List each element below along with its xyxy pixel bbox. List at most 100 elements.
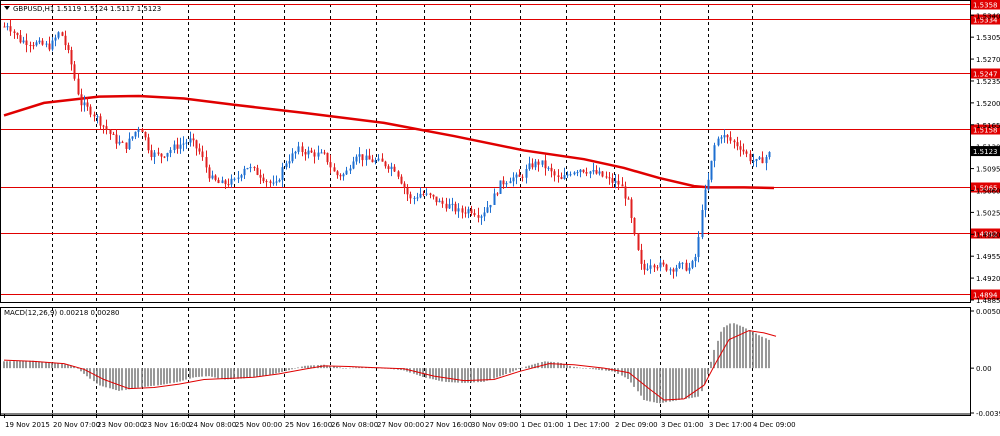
x-tick-label: 1 Dec 01:00 (521, 421, 564, 429)
candle-body (240, 175, 243, 178)
candle-body (576, 172, 579, 174)
candle-body (320, 152, 323, 154)
candle-body (179, 144, 182, 149)
candle-body (534, 161, 537, 168)
candle (720, 135, 723, 144)
macd-bar (262, 368, 264, 377)
candle (502, 176, 505, 189)
macd-bar (505, 368, 507, 375)
macd-bar (435, 368, 437, 380)
level-tag (971, 182, 1000, 193)
macd-bar (249, 368, 251, 378)
macd-bar (329, 365, 331, 369)
macd-bar (534, 363, 536, 369)
candle-body (637, 234, 640, 250)
candle-body (189, 138, 192, 143)
candle-body (515, 174, 518, 178)
candle-body (118, 141, 121, 144)
macd-bar (659, 368, 661, 404)
candle-body (509, 181, 512, 184)
candle-body (38, 40, 41, 43)
macd-bar (419, 368, 421, 376)
candle (249, 163, 252, 173)
candle-body (585, 172, 588, 174)
horizontal-levels: 1.5358 1.5334 1.5247 1.5158 1.5065 1.4992 1.48… (0, 0, 1000, 300)
candle-body (432, 194, 435, 197)
candle-body (99, 116, 102, 126)
candle (422, 190, 425, 197)
candle (521, 174, 524, 182)
macd-bar (717, 340, 719, 369)
macd-bar (560, 363, 562, 369)
candle-body (621, 184, 624, 187)
candle (281, 162, 284, 188)
candle (262, 173, 265, 184)
candle (29, 41, 32, 53)
candle-body (397, 171, 400, 177)
candle (681, 262, 684, 270)
macd-bar (48, 362, 50, 369)
candle-body (173, 144, 176, 151)
candle-body (451, 203, 454, 205)
price-tick-label: 1.5235 (976, 78, 1000, 86)
macd-bar (137, 368, 139, 388)
candle-body (262, 177, 265, 182)
price-tick-label: 1.4885 (976, 297, 1000, 305)
macd-bar (121, 368, 123, 391)
candle (313, 149, 316, 164)
candle-body (176, 144, 179, 149)
candle-body (253, 167, 256, 169)
candle-body (109, 129, 112, 134)
macd-bar (118, 368, 120, 391)
macd-bar (745, 328, 747, 369)
macd-bar (669, 368, 671, 402)
candle (742, 143, 745, 155)
macd-bar (144, 368, 146, 387)
candle (691, 259, 694, 270)
candle (592, 162, 595, 175)
candle (381, 153, 384, 162)
candle (259, 169, 262, 185)
macd-bar (278, 368, 280, 373)
candle-body (217, 179, 220, 184)
macd-bar (752, 331, 754, 369)
candle (573, 171, 576, 176)
candle (41, 38, 44, 46)
candle (265, 179, 268, 187)
macd-bar (457, 368, 459, 383)
candle (256, 164, 259, 176)
candle (438, 198, 441, 203)
candle (640, 243, 643, 270)
candle-body (765, 157, 768, 164)
candle (54, 34, 57, 47)
macd-bar (691, 368, 693, 398)
candle (621, 177, 624, 187)
candle-body (589, 171, 592, 174)
candle (291, 148, 294, 164)
macd-bar (742, 326, 744, 369)
candle-body (505, 183, 508, 185)
candle (445, 197, 448, 212)
candle (320, 149, 323, 154)
x-tick-label: 2 Dec 09:00 (615, 421, 658, 429)
candle (169, 147, 172, 158)
macd-bar (467, 368, 469, 383)
candle (749, 150, 752, 165)
candle (208, 164, 211, 182)
candle-body (307, 150, 310, 155)
macd-bar (646, 368, 648, 401)
macd-bar (253, 368, 255, 378)
macd-bar (246, 368, 248, 379)
candle-body (406, 188, 409, 195)
candle (713, 142, 716, 168)
price-tick-label: 1.5200 (976, 100, 1000, 108)
candle (499, 180, 502, 195)
candle (285, 160, 288, 170)
macd-bar (595, 368, 597, 370)
candle (710, 160, 713, 183)
candle (102, 124, 105, 134)
macd-bar (749, 330, 751, 369)
candle (717, 136, 720, 147)
